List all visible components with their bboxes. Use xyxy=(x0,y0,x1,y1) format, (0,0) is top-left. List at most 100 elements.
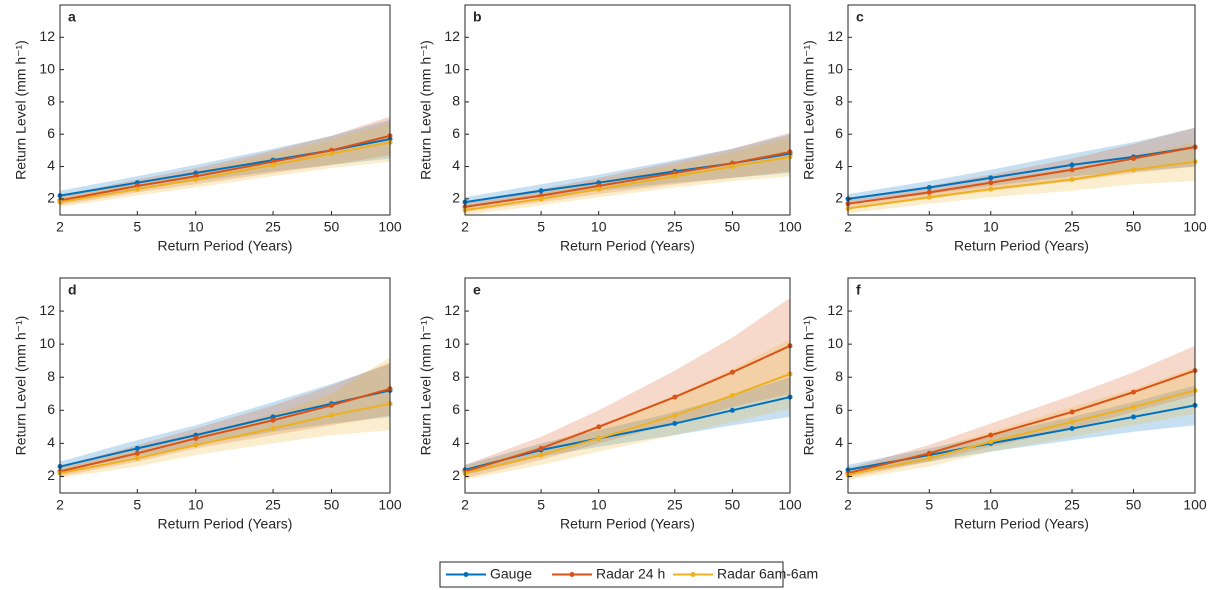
y-tick-label: 2 xyxy=(835,190,843,206)
legend-box xyxy=(439,561,784,588)
marker xyxy=(729,164,735,170)
series-line xyxy=(59,141,391,204)
x-tick-label: 50 xyxy=(1126,497,1142,513)
plot-frame xyxy=(464,277,791,494)
x-tick-label: 5 xyxy=(925,219,933,235)
x-tick-label: 10 xyxy=(591,497,607,513)
y-tick-label: 6 xyxy=(47,401,55,417)
marker xyxy=(596,186,602,192)
x-tick-label: 25 xyxy=(667,497,683,513)
x-tick-label: 5 xyxy=(537,497,545,513)
marker xyxy=(1131,389,1137,395)
marker xyxy=(1069,167,1075,173)
y-tick-label: 4 xyxy=(452,434,460,450)
y-axis-label: Return Level (mm h⁻¹) xyxy=(801,40,817,180)
x-tick-label: 10 xyxy=(983,219,999,235)
y-tick-label: 10 xyxy=(827,335,843,351)
y-tick-label: 2 xyxy=(452,467,460,483)
marker xyxy=(1131,167,1137,173)
x-tick-label: 50 xyxy=(725,497,741,513)
y-tick-label: 2 xyxy=(835,467,843,483)
marker xyxy=(988,432,994,438)
marker xyxy=(596,435,602,441)
marker xyxy=(1069,419,1075,425)
plot-frame xyxy=(847,277,1196,494)
confidence-band xyxy=(848,345,1195,479)
x-axis-label: Return Period (Years) xyxy=(560,238,695,254)
x-axis-label: Return Period (Years) xyxy=(954,516,1089,532)
series-line xyxy=(59,402,391,475)
y-axis-label: Return Level (mm h⁻¹) xyxy=(13,40,29,180)
confidence-band xyxy=(465,134,790,207)
marker xyxy=(134,450,140,456)
marker xyxy=(193,435,199,441)
panel-label: e xyxy=(473,282,481,298)
confidence-band xyxy=(848,127,1195,209)
x-axis-label: Return Period (Years) xyxy=(158,238,293,254)
confidence-band xyxy=(60,116,390,206)
confidence-band xyxy=(465,377,790,475)
y-tick-label: 12 xyxy=(444,28,460,44)
y-tick-label: 6 xyxy=(835,401,843,417)
y-tick-label: 2 xyxy=(452,190,460,206)
panel-label: b xyxy=(473,9,482,25)
series-line xyxy=(847,369,1196,475)
marker xyxy=(729,369,735,375)
marker xyxy=(193,442,199,448)
x-tick-label: 5 xyxy=(925,497,933,513)
legend-marker xyxy=(690,572,696,577)
marker xyxy=(270,426,276,431)
x-tick-label: 25 xyxy=(1064,219,1080,235)
y-tick-label: 4 xyxy=(835,157,843,173)
marker xyxy=(538,452,544,458)
confidence-band xyxy=(465,297,790,479)
y-tick-label: 6 xyxy=(452,125,460,141)
series-line xyxy=(847,389,1196,476)
series-line xyxy=(464,372,791,475)
confidence-band xyxy=(848,127,1195,204)
plot-frame xyxy=(847,4,1196,216)
x-tick-label: 100 xyxy=(1183,219,1207,235)
series-line xyxy=(464,344,791,473)
x-tick-label: 25 xyxy=(265,497,281,513)
marker xyxy=(729,407,735,413)
x-tick-label: 2 xyxy=(844,219,852,235)
y-tick-label: 10 xyxy=(39,335,55,351)
y-tick-label: 6 xyxy=(452,401,460,417)
confidence-band xyxy=(465,339,790,480)
marker xyxy=(672,394,678,400)
panel-label: c xyxy=(856,9,864,25)
marker xyxy=(538,196,544,202)
marker xyxy=(926,185,932,191)
marker xyxy=(988,186,994,192)
y-tick-label: 8 xyxy=(835,93,843,109)
plot-frame xyxy=(59,4,391,216)
marker xyxy=(1069,426,1075,431)
marker xyxy=(1069,176,1075,182)
series-line xyxy=(464,155,791,212)
marker xyxy=(672,173,678,179)
x-tick-label: 5 xyxy=(537,219,545,235)
panel-label: f xyxy=(856,282,861,298)
marker xyxy=(538,445,544,451)
marker xyxy=(672,412,678,418)
marker xyxy=(329,412,335,418)
plot-frame xyxy=(464,4,791,216)
y-tick-label: 8 xyxy=(835,368,843,384)
y-tick-label: 12 xyxy=(39,302,55,318)
marker xyxy=(270,417,276,423)
marker xyxy=(134,455,140,461)
series-line xyxy=(59,389,391,468)
y-axis-label: Return Level (mm h⁻¹) xyxy=(418,316,434,456)
x-tick-label: 25 xyxy=(1064,497,1080,513)
x-tick-label: 25 xyxy=(667,219,683,235)
y-tick-label: 10 xyxy=(827,60,843,76)
y-tick-label: 2 xyxy=(47,467,55,483)
y-tick-label: 8 xyxy=(452,368,460,384)
